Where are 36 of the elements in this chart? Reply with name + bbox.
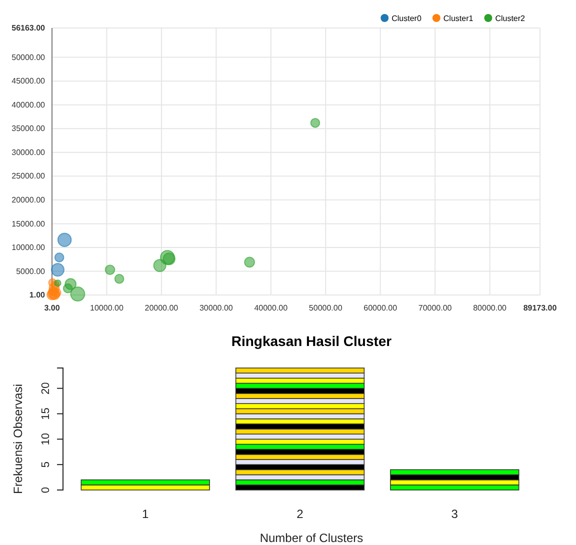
x-tick-label: 40000.00 (254, 304, 288, 313)
y-tick-label: 5 (40, 462, 52, 468)
x-tick-label: 10000.00 (90, 304, 124, 313)
y-tick-label: 30000.00 (12, 148, 46, 157)
x-tick-label: 30000.00 (199, 304, 234, 313)
y-tick-label: 35000.00 (12, 124, 46, 134)
x-tick-label: 70000.00 (418, 304, 452, 313)
y-tick-label: 20000.00 (12, 195, 46, 204)
x-tick-label: 3 (451, 507, 458, 521)
x-tick-label: 1 (142, 507, 150, 521)
x-axis-title: Number of Clusters (260, 531, 364, 545)
y-tick-label: 10000.00 (12, 243, 46, 252)
x-tick-label: 20000.00 (144, 304, 179, 313)
y-axis-title: Frekuensi Observasi (11, 384, 25, 494)
y-tick-label: 15000.00 (12, 219, 46, 228)
y-tick-label: 1.00 (29, 290, 46, 300)
y-tick-label: 50000.00 (12, 52, 46, 62)
y-tick-label: 40000.00 (12, 100, 46, 110)
y-tick-label: 56163.00 (12, 24, 46, 33)
y-tick-label: 0 (40, 486, 52, 494)
y-tick-label: 45000.00 (12, 76, 46, 86)
y-tick-label: 10 (40, 433, 52, 446)
x-tick-label: 89173.00 (523, 304, 558, 313)
x-tick-label: 3.00 (44, 304, 60, 313)
chart-title: Ringkasan Hasil Cluster (231, 333, 392, 349)
legend-label: Cluster1 (443, 14, 474, 23)
y-tick-label: 15 (40, 408, 52, 420)
legend-label: Cluster0 (392, 14, 422, 23)
legend-label: Cluster2 (495, 14, 526, 23)
x-tick-label: 50000.00 (308, 304, 343, 313)
x-tick-label: 2 (296, 507, 304, 521)
y-tick-label: 25000.00 (12, 172, 46, 181)
y-tick-label: 5000.00 (16, 266, 46, 276)
x-tick-label: 60000.00 (364, 304, 398, 313)
x-tick-label: 80000.00 (473, 304, 508, 313)
y-tick-label: 20 (40, 382, 52, 394)
